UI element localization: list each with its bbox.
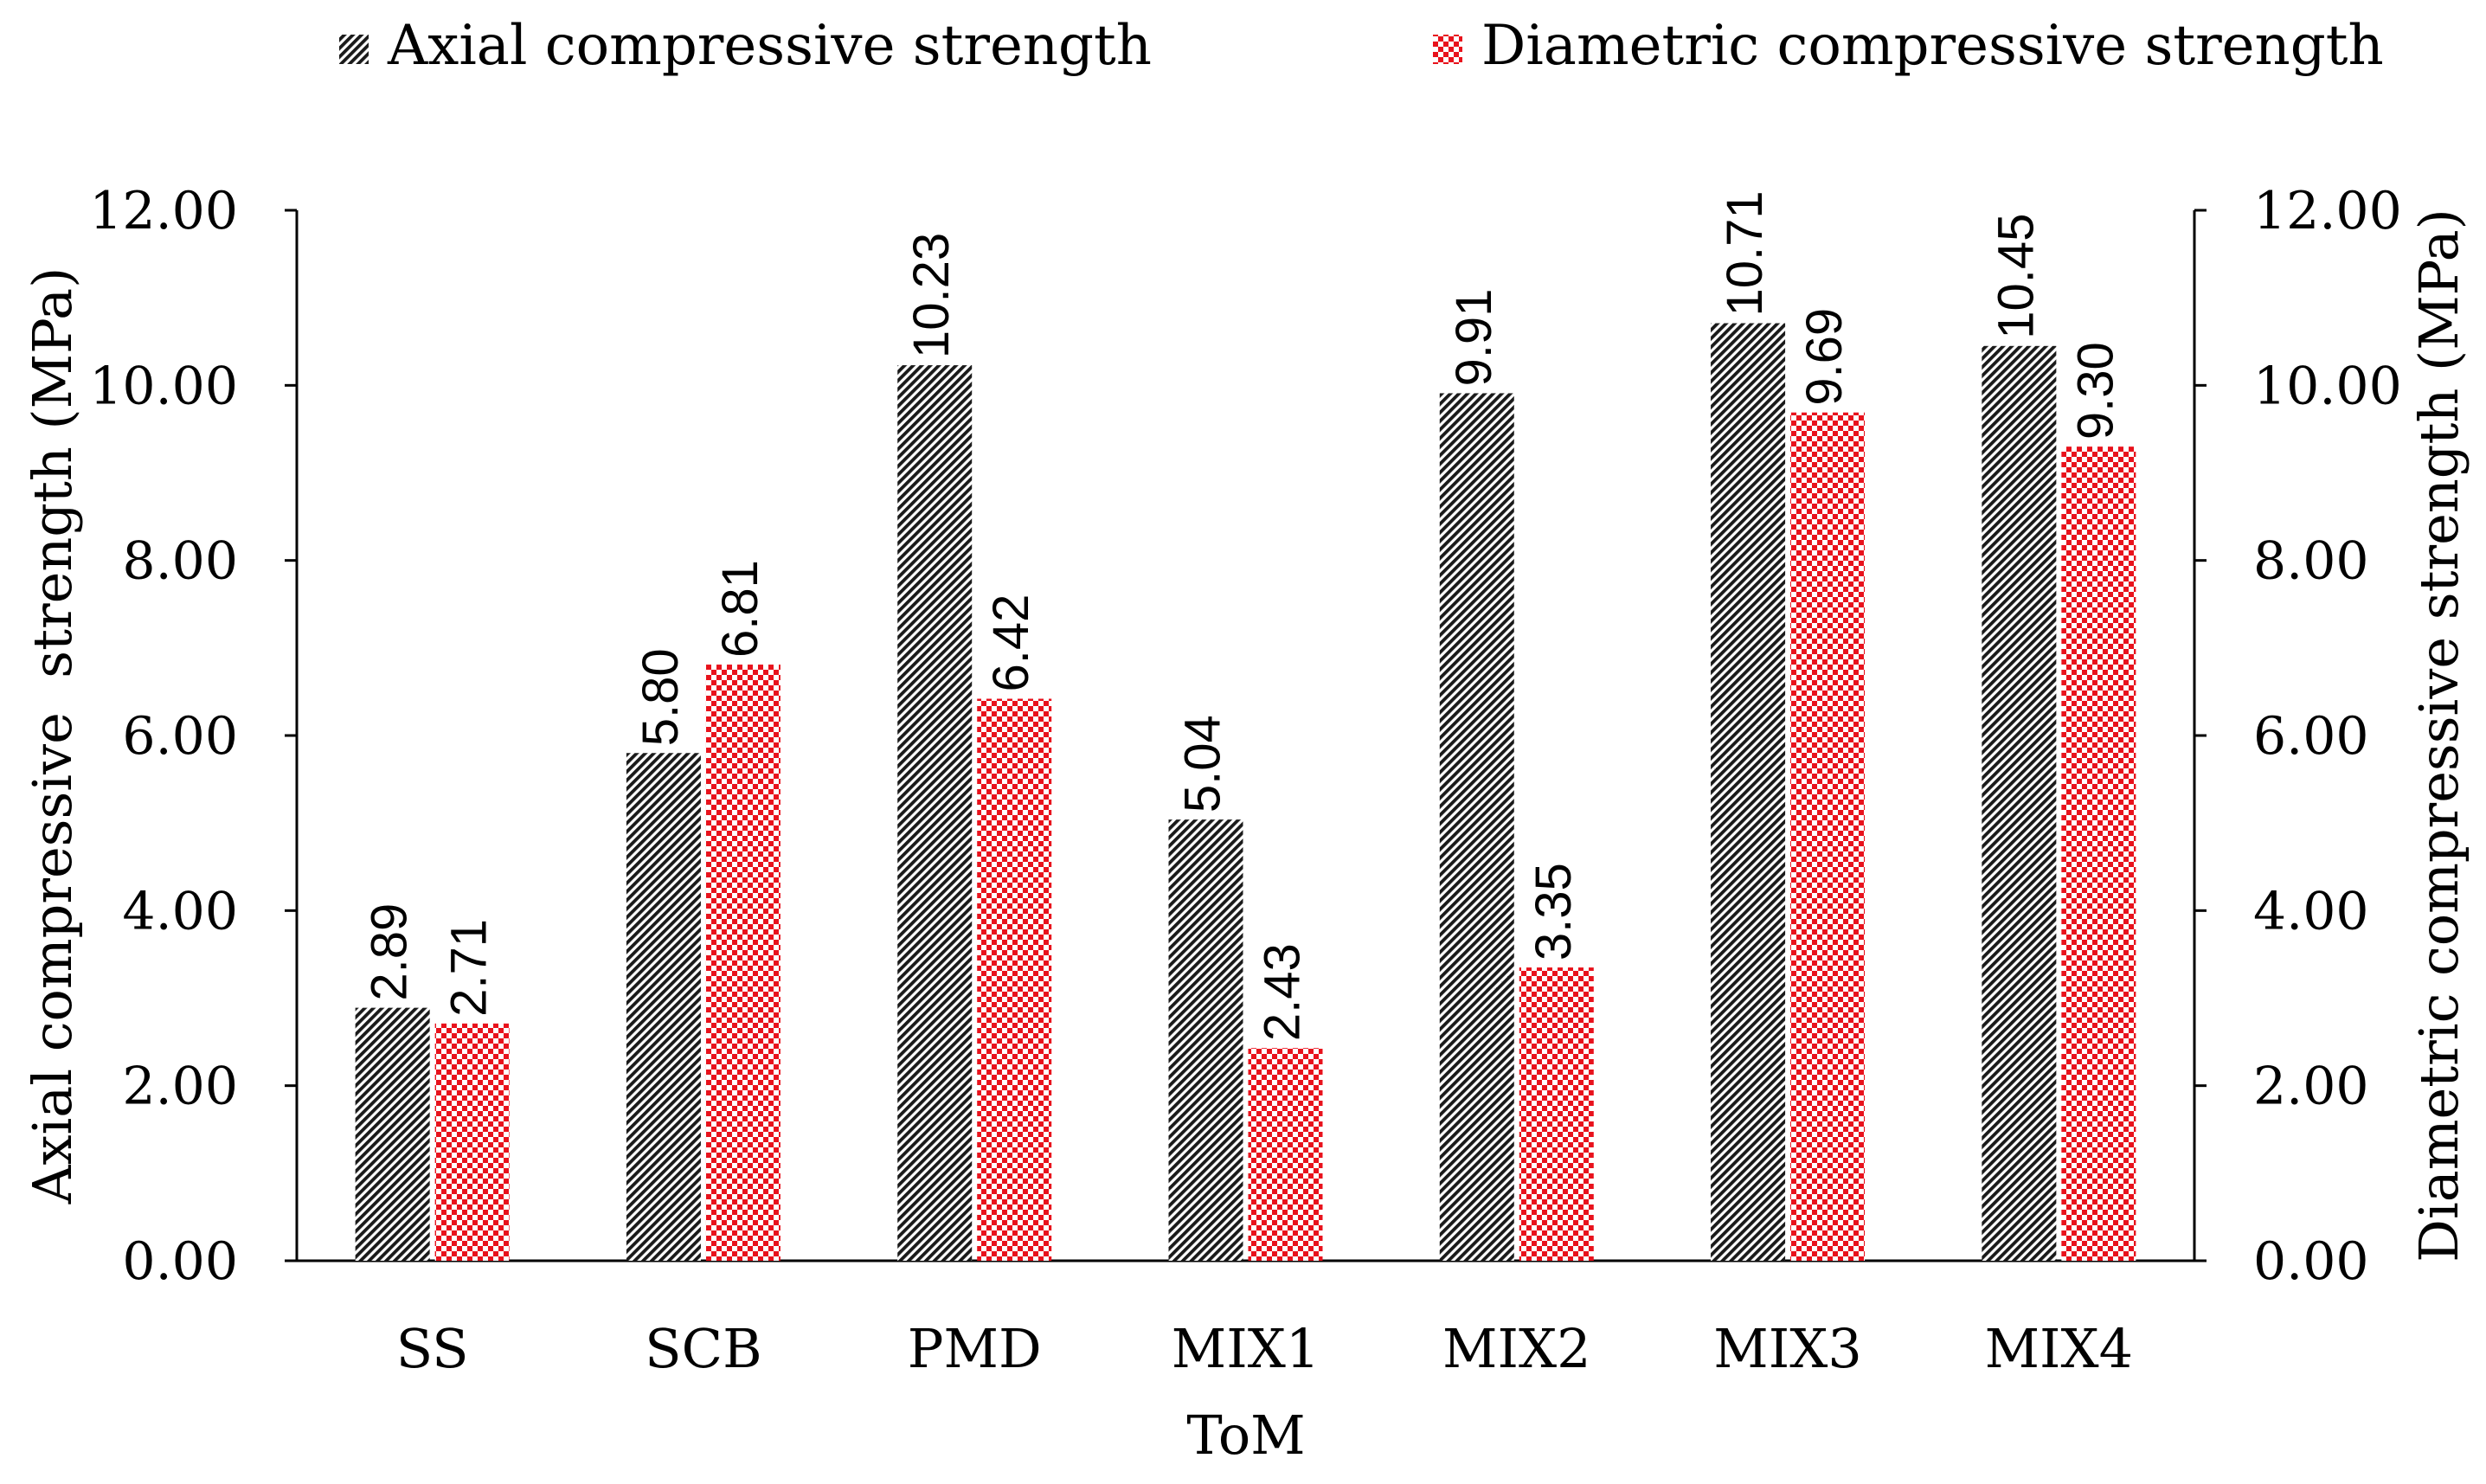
bar-axial-pmd [897, 365, 973, 1262]
bars [355, 323, 2136, 1262]
category-label-mix3: MIX3 [1713, 1317, 1862, 1380]
category-label-pmd: PMD [908, 1317, 1042, 1380]
value-label-diametric-mix3: 9.69 [1796, 308, 1853, 406]
bar-axial-mix1 [1168, 819, 1243, 1261]
bar-axial-ss [355, 1007, 430, 1261]
value-label-axial-scb: 5.80 [633, 648, 689, 746]
bar-diametric-ss [434, 1023, 510, 1261]
category-labels: SS SCB PMD MIX1 MIX2 MIX3 MIX4 [396, 1317, 2133, 1380]
left-tick-label: 8.00 [122, 531, 238, 592]
category-label-mix1: MIX1 [1172, 1317, 1320, 1380]
axes: 0.00 2.00 4.00 6.00 8.00 10.00 12.00 0.00 2.00 4… [89, 181, 2402, 1292]
bar-diametric-mix3 [1790, 412, 1866, 1261]
right-tick-label: 0.00 [2253, 1231, 2369, 1292]
bar-diametric-scb [705, 665, 780, 1261]
category-label-scb: SCB [645, 1317, 761, 1380]
y-axis-title: Axial compressive strength (MPa) [21, 267, 84, 1205]
left-tick-label: 0.00 [122, 1231, 238, 1292]
value-label-axial-ss: 2.89 [362, 903, 418, 1001]
left-tick-label: 6.00 [122, 706, 238, 767]
bar-axial-scb [626, 753, 701, 1261]
legend-label-axial: Axial compressive strength [387, 14, 1152, 78]
y2-axis-title: Diametric compressive strength (MPa) [2407, 209, 2470, 1262]
legend-swatch-diametric [1433, 35, 1462, 64]
right-tick-label: 12.00 [2253, 181, 2402, 241]
right-tick-label: 2.00 [2253, 1057, 2369, 1117]
left-ticks: 0.00 2.00 4.00 6.00 8.00 10.00 12.00 [89, 181, 297, 1292]
right-tick-label: 6.00 [2253, 706, 2369, 767]
value-label-diametric-mix1: 2.43 [1255, 943, 1311, 1041]
x-axis-title: ToM [1186, 1404, 1305, 1467]
left-tick-label: 10.00 [89, 356, 238, 416]
bar-diametric-mix1 [1248, 1048, 1323, 1261]
bar-axial-mix2 [1439, 393, 1514, 1261]
value-label-diametric-scb: 6.81 [712, 560, 768, 658]
legend-swatch-axial [339, 35, 369, 64]
category-label-mix2: MIX2 [1442, 1317, 1591, 1380]
right-tick-label: 8.00 [2253, 531, 2369, 592]
bar-diametric-mix4 [2061, 446, 2136, 1261]
value-labels: 2.89 2.71 5.80 6.81 10.23 6.42 5.04 2.43 9.91 3.3… [362, 190, 2124, 1041]
value-label-axial-mix3: 10.71 [1717, 190, 1773, 316]
legend: Axial compressive strength Diametric com… [339, 14, 2384, 78]
value-label-axial-mix2: 9.91 [1446, 289, 1502, 387]
category-label-ss: SS [396, 1317, 469, 1380]
legend-label-diametric: Diametric compressive strength [1481, 14, 2384, 78]
bar-diametric-pmd [977, 698, 1052, 1261]
value-label-axial-mix1: 5.04 [1175, 715, 1231, 813]
left-tick-label: 2.00 [122, 1057, 238, 1117]
value-label-axial-pmd: 10.23 [903, 233, 960, 358]
right-ticks: 0.00 2.00 4.00 6.00 8.00 10.00 12.00 [2194, 181, 2402, 1292]
left-tick-label: 4.00 [122, 881, 238, 941]
right-tick-label: 10.00 [2253, 356, 2402, 416]
bar-axial-mix3 [1711, 323, 1786, 1261]
right-tick-label: 4.00 [2253, 881, 2369, 941]
bar-axial-mix4 [1982, 345, 2057, 1261]
category-label-mix4: MIX4 [1985, 1317, 2134, 1380]
value-label-diametric-mix4: 9.30 [2067, 342, 2123, 440]
bar-diametric-mix2 [1519, 967, 1594, 1261]
value-label-axial-mix4: 10.45 [1988, 214, 2044, 339]
value-label-diametric-ss: 2.71 [441, 919, 498, 1017]
value-label-diametric-mix2: 3.35 [1526, 863, 1582, 960]
left-tick-label: 12.00 [89, 181, 238, 241]
value-label-diametric-pmd: 6.42 [983, 594, 1039, 692]
